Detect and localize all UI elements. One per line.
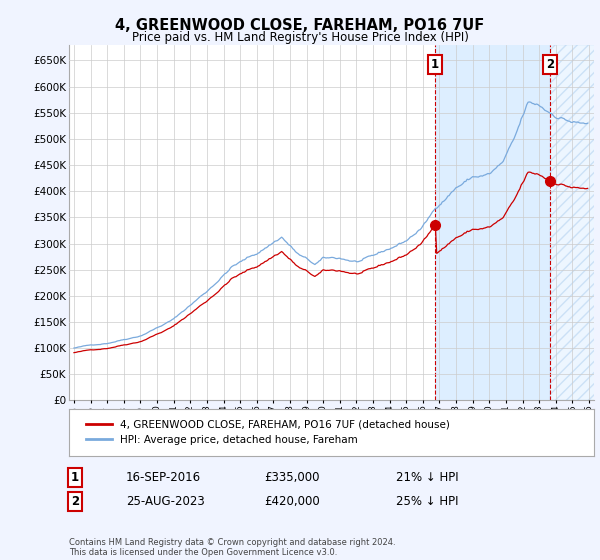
Text: 16-SEP-2016: 16-SEP-2016	[126, 470, 201, 484]
Text: 1: 1	[431, 58, 439, 71]
Text: £335,000: £335,000	[264, 470, 320, 484]
Bar	[434, 45, 550, 400]
Text: 4, GREENWOOD CLOSE, FAREHAM, PO16 7UF: 4, GREENWOOD CLOSE, FAREHAM, PO16 7UF	[115, 18, 485, 32]
Text: Contains HM Land Registry data © Crown copyright and database right 2024.
This d: Contains HM Land Registry data © Crown c…	[69, 538, 395, 557]
Text: 2: 2	[71, 494, 79, 508]
Text: £420,000: £420,000	[264, 494, 320, 508]
Text: 21% ↓ HPI: 21% ↓ HPI	[396, 470, 458, 484]
Text: 2: 2	[546, 58, 554, 71]
Text: 25% ↓ HPI: 25% ↓ HPI	[396, 494, 458, 508]
Text: 25-AUG-2023: 25-AUG-2023	[126, 494, 205, 508]
Bar	[550, 45, 598, 400]
Text: 1: 1	[71, 470, 79, 484]
Legend: 4, GREENWOOD CLOSE, FAREHAM, PO16 7UF (detached house), HPI: Average price, deta: 4, GREENWOOD CLOSE, FAREHAM, PO16 7UF (d…	[79, 413, 456, 452]
Text: Price paid vs. HM Land Registry's House Price Index (HPI): Price paid vs. HM Land Registry's House …	[131, 31, 469, 44]
